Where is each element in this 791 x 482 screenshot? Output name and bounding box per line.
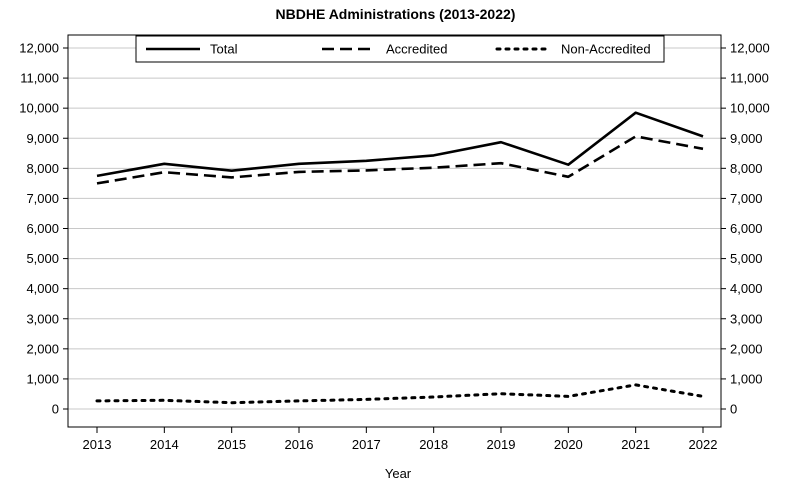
- x-tick-label: 2018: [419, 437, 448, 452]
- series-line-non-accredited: [95, 383, 705, 405]
- series-line-accredited: [96, 135, 704, 185]
- legend-box: [135, 35, 665, 63]
- x-tick-label: 2014: [150, 437, 179, 452]
- y-tick-label-right: 2,000: [730, 341, 763, 356]
- legend-label: Total: [210, 42, 238, 57]
- legend-label: Non-Accredited: [561, 42, 651, 57]
- y-tick-label-left: 10,000: [19, 101, 59, 116]
- series-lines: [95, 111, 705, 405]
- x-tick-label: 2017: [352, 437, 381, 452]
- y-tick-label-right: 3,000: [730, 311, 763, 326]
- y-tick-label-right: 6,000: [730, 221, 763, 236]
- y-tick-label-right: 12,000: [730, 41, 770, 56]
- y-tick-label-right: 7,000: [730, 191, 763, 206]
- y-tick-label-left: 11,000: [20, 71, 59, 86]
- y-tick-label-right: 1,000: [730, 371, 763, 386]
- y-tick-label-right: 9,000: [730, 131, 763, 146]
- y-tick-label-right: 4,000: [730, 281, 763, 296]
- plot-frame: [67, 34, 722, 428]
- x-tick-label: 2021: [621, 437, 650, 452]
- y-tick-label-left: 0: [52, 402, 59, 417]
- legend-label: Accredited: [386, 42, 447, 57]
- x-tick-label: 2015: [217, 437, 246, 452]
- chart-title: NBDHE Administrations (2013-2022): [275, 6, 516, 22]
- grid-lines: [68, 47, 721, 410]
- y-tick-label-left: 5,000: [26, 251, 59, 266]
- y-tick-label-left: 7,000: [26, 191, 59, 206]
- y-tick-label-left: 4,000: [26, 281, 59, 296]
- y-tick-label-left: 1,000: [26, 371, 59, 386]
- y-tick-label-right: 11,000: [730, 71, 769, 86]
- x-tick-label: 2020: [554, 437, 583, 452]
- y-tick-label-left: 3,000: [26, 311, 59, 326]
- x-axis-title: Year: [385, 466, 412, 481]
- x-tick-label: 2022: [689, 437, 718, 452]
- axes: 0 0 1,000 1,000 2,000 2,000 3,000 3,000 4,000 4,0…: [19, 41, 770, 453]
- y-tick-label-left: 8,000: [26, 161, 59, 176]
- y-tick-label-left: 2,000: [26, 341, 59, 356]
- series-line-total: [96, 111, 704, 178]
- y-tick-label-left: 6,000: [26, 221, 59, 236]
- x-tick-label: 2013: [83, 437, 112, 452]
- legend: Total Accredited Non-Accredited: [135, 35, 665, 63]
- y-tick-label-right: 5,000: [730, 251, 763, 266]
- y-tick-label-left: 12,000: [19, 41, 59, 56]
- x-tick-label: 2019: [487, 437, 516, 452]
- y-tick-label-left: 9,000: [26, 131, 59, 146]
- y-tick-label-right: 8,000: [730, 161, 763, 176]
- x-tick-label: 2016: [285, 437, 314, 452]
- y-tick-label-right: 10,000: [730, 101, 770, 116]
- y-tick-label-right: 0: [730, 402, 737, 417]
